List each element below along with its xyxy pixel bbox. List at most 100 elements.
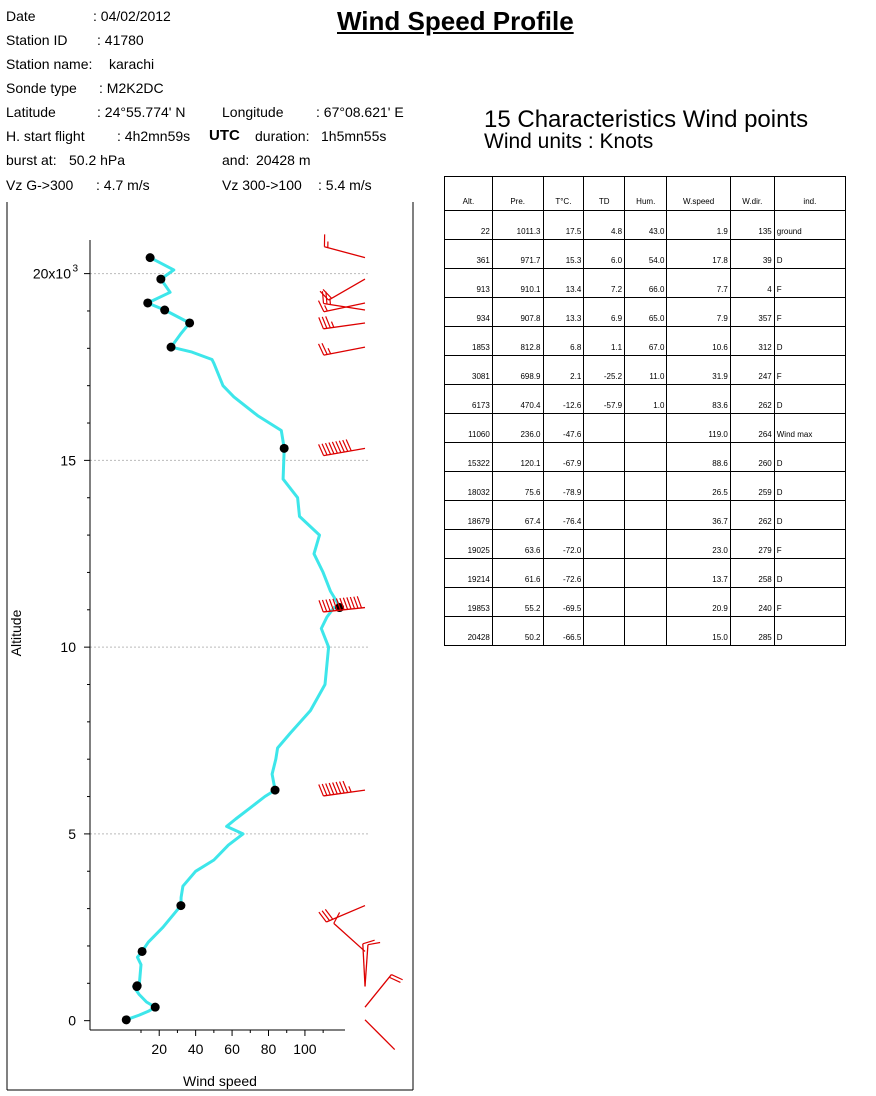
burst-alt-value: 20428 m [256, 152, 311, 168]
wind-barb [317, 300, 366, 313]
table-cell: 4.8 [583, 210, 626, 240]
x-tick-label: 100 [293, 1041, 317, 1057]
table-cell [624, 616, 668, 646]
table-cell: 698.9 [491, 355, 544, 385]
wind-barb [333, 912, 366, 952]
table-cell: 13.3 [542, 297, 585, 327]
barb-feather [325, 316, 331, 329]
barb-staff [323, 302, 366, 313]
page-title: Wind Speed Profile [337, 6, 574, 36]
characteristics-title: 15 Characteristics Wind points [484, 106, 809, 133]
table-row: 15322 120.1 -67.9 88.6 260 D [444, 442, 847, 472]
barb-feather [318, 784, 324, 797]
table-cell: 17.5 [542, 210, 585, 240]
table-cell: 67.0 [624, 326, 668, 356]
barb-staff [323, 322, 366, 330]
barb-feather [335, 598, 342, 611]
table-cell [583, 471, 626, 501]
barb-feather [318, 600, 324, 613]
barb-feather [325, 783, 331, 796]
barb-feather [318, 317, 324, 330]
characteristic-point [166, 342, 176, 352]
barb-feather [346, 597, 352, 610]
barb-feather [328, 442, 335, 455]
barb-feather [325, 599, 331, 612]
y-tick-label: 10 [60, 639, 76, 655]
table-cell [624, 558, 668, 588]
barb-feather [324, 442, 332, 455]
barb-feather [319, 290, 330, 301]
barb-staff [364, 974, 392, 1008]
table-cell: 910.1 [491, 268, 544, 298]
chart-frame [6, 202, 414, 1091]
barb-feather [321, 599, 328, 612]
barb-staff [364, 944, 369, 987]
barb-feather [338, 440, 345, 453]
characteristics-units: Wind units : Knots [484, 130, 654, 153]
table-cell: F [773, 268, 847, 298]
column-header: W.dir. [729, 176, 775, 211]
barb-feather [321, 443, 328, 456]
table-cell [624, 413, 668, 443]
vz-ground-value: : 4.7 m/s [96, 177, 150, 193]
chart-grid [90, 273, 370, 835]
barb-feather [362, 939, 375, 945]
barb-feather [339, 781, 345, 794]
characteristic-point [132, 981, 142, 991]
x-axis-label: Wind speed [183, 1073, 257, 1089]
barb-staff [323, 346, 366, 356]
barb-feather [321, 910, 331, 921]
longitude-value: : 67°08.621' E [316, 104, 404, 120]
barb-feather [331, 441, 338, 454]
vz-upper-label: Vz 300->100 [222, 177, 302, 193]
table-cell: 260 [729, 442, 775, 472]
characteristic-point [121, 1015, 131, 1025]
characteristic-point [270, 785, 280, 795]
sonde-type-value: : M2K2DC [99, 80, 164, 96]
barb-feather [345, 439, 352, 452]
table-cell: D [773, 384, 847, 414]
burst-label: burst at: [6, 152, 57, 168]
characteristic-point [137, 946, 147, 956]
table-row: 18679 67.4 -76.4 36.7 262 D [444, 500, 847, 530]
table-row: 22 1011.3 17.5 4.8 43.0 1.9 135 ground [444, 210, 847, 240]
barb-feather [321, 343, 328, 355]
table-cell: 15322 [444, 442, 493, 472]
barb-feather [342, 780, 349, 793]
duration-value: 1h5mn55s [321, 128, 387, 144]
barb-feather [335, 781, 342, 794]
table-cell: 19214 [444, 558, 493, 588]
table-cell: D [773, 326, 847, 356]
table-cell: 262 [729, 500, 775, 530]
barb-feather [321, 783, 328, 796]
y-tick-label: 15 [60, 452, 76, 468]
table-row: 3081 698.9 2.1 -25.2 11.0 31.9 247 F [444, 355, 847, 385]
latitude-value: : 24°55.774' N [97, 104, 186, 120]
table-cell: 13.4 [542, 268, 585, 298]
barb-feather [335, 441, 342, 453]
start-flight-value: : 4h2mn59s [117, 128, 191, 144]
table-row: 913 910.1 13.4 7.2 66.0 7.7 4 F [444, 268, 847, 298]
table-cell: D [773, 239, 847, 269]
station-id-label: Station ID [6, 32, 68, 48]
table-cell: 50.2 [491, 616, 544, 646]
wind-barb [364, 973, 403, 1008]
table-cell: 120.1 [491, 442, 544, 472]
barb-staff [326, 904, 366, 923]
y-tick-label: 20x10 [33, 266, 71, 282]
barb-staff [328, 278, 366, 301]
table-cell: 907.8 [491, 297, 544, 327]
table-cell: 285 [729, 616, 775, 646]
utc-label: UTC [209, 127, 240, 144]
table-cell: D [773, 500, 847, 530]
x-tick-label: 40 [188, 1041, 204, 1057]
barb-feather [353, 596, 359, 609]
wind-barb [318, 316, 366, 330]
x-tick-label: 80 [261, 1041, 277, 1057]
characteristic-point [176, 901, 186, 911]
station-name-value: karachi [109, 56, 155, 72]
characteristics-table: Alt. Pre. T°C. TD Hum. W.speed W.dir. ind. 22 10… [444, 176, 847, 646]
wind-speed-line [125, 256, 341, 1022]
barb-feather [349, 596, 356, 609]
table-cell: 13.7 [666, 558, 731, 588]
